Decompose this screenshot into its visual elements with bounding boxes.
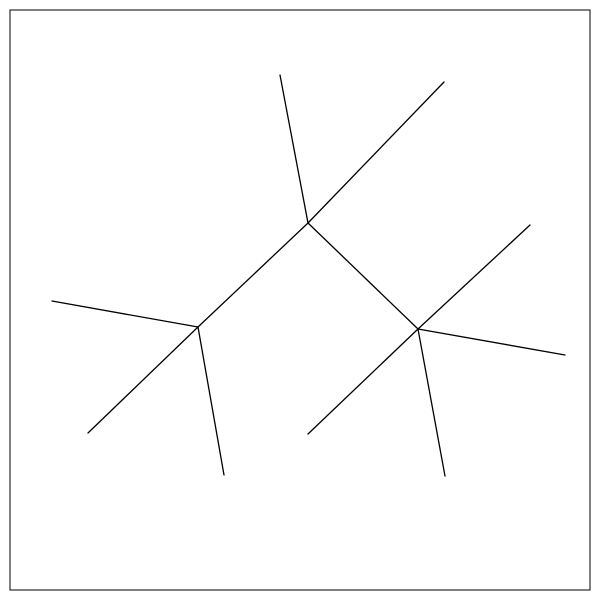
bond	[88, 327, 198, 433]
bond	[418, 225, 530, 329]
bond	[52, 301, 198, 327]
bond	[308, 329, 418, 434]
bond	[418, 329, 565, 355]
bond-group	[52, 75, 565, 476]
bond	[308, 82, 444, 223]
bond	[418, 329, 445, 476]
molecule-diagram	[0, 0, 600, 600]
bond	[198, 327, 224, 475]
diagram-border	[10, 10, 590, 590]
bond	[280, 75, 308, 223]
bond	[198, 223, 308, 327]
bond	[308, 223, 418, 329]
